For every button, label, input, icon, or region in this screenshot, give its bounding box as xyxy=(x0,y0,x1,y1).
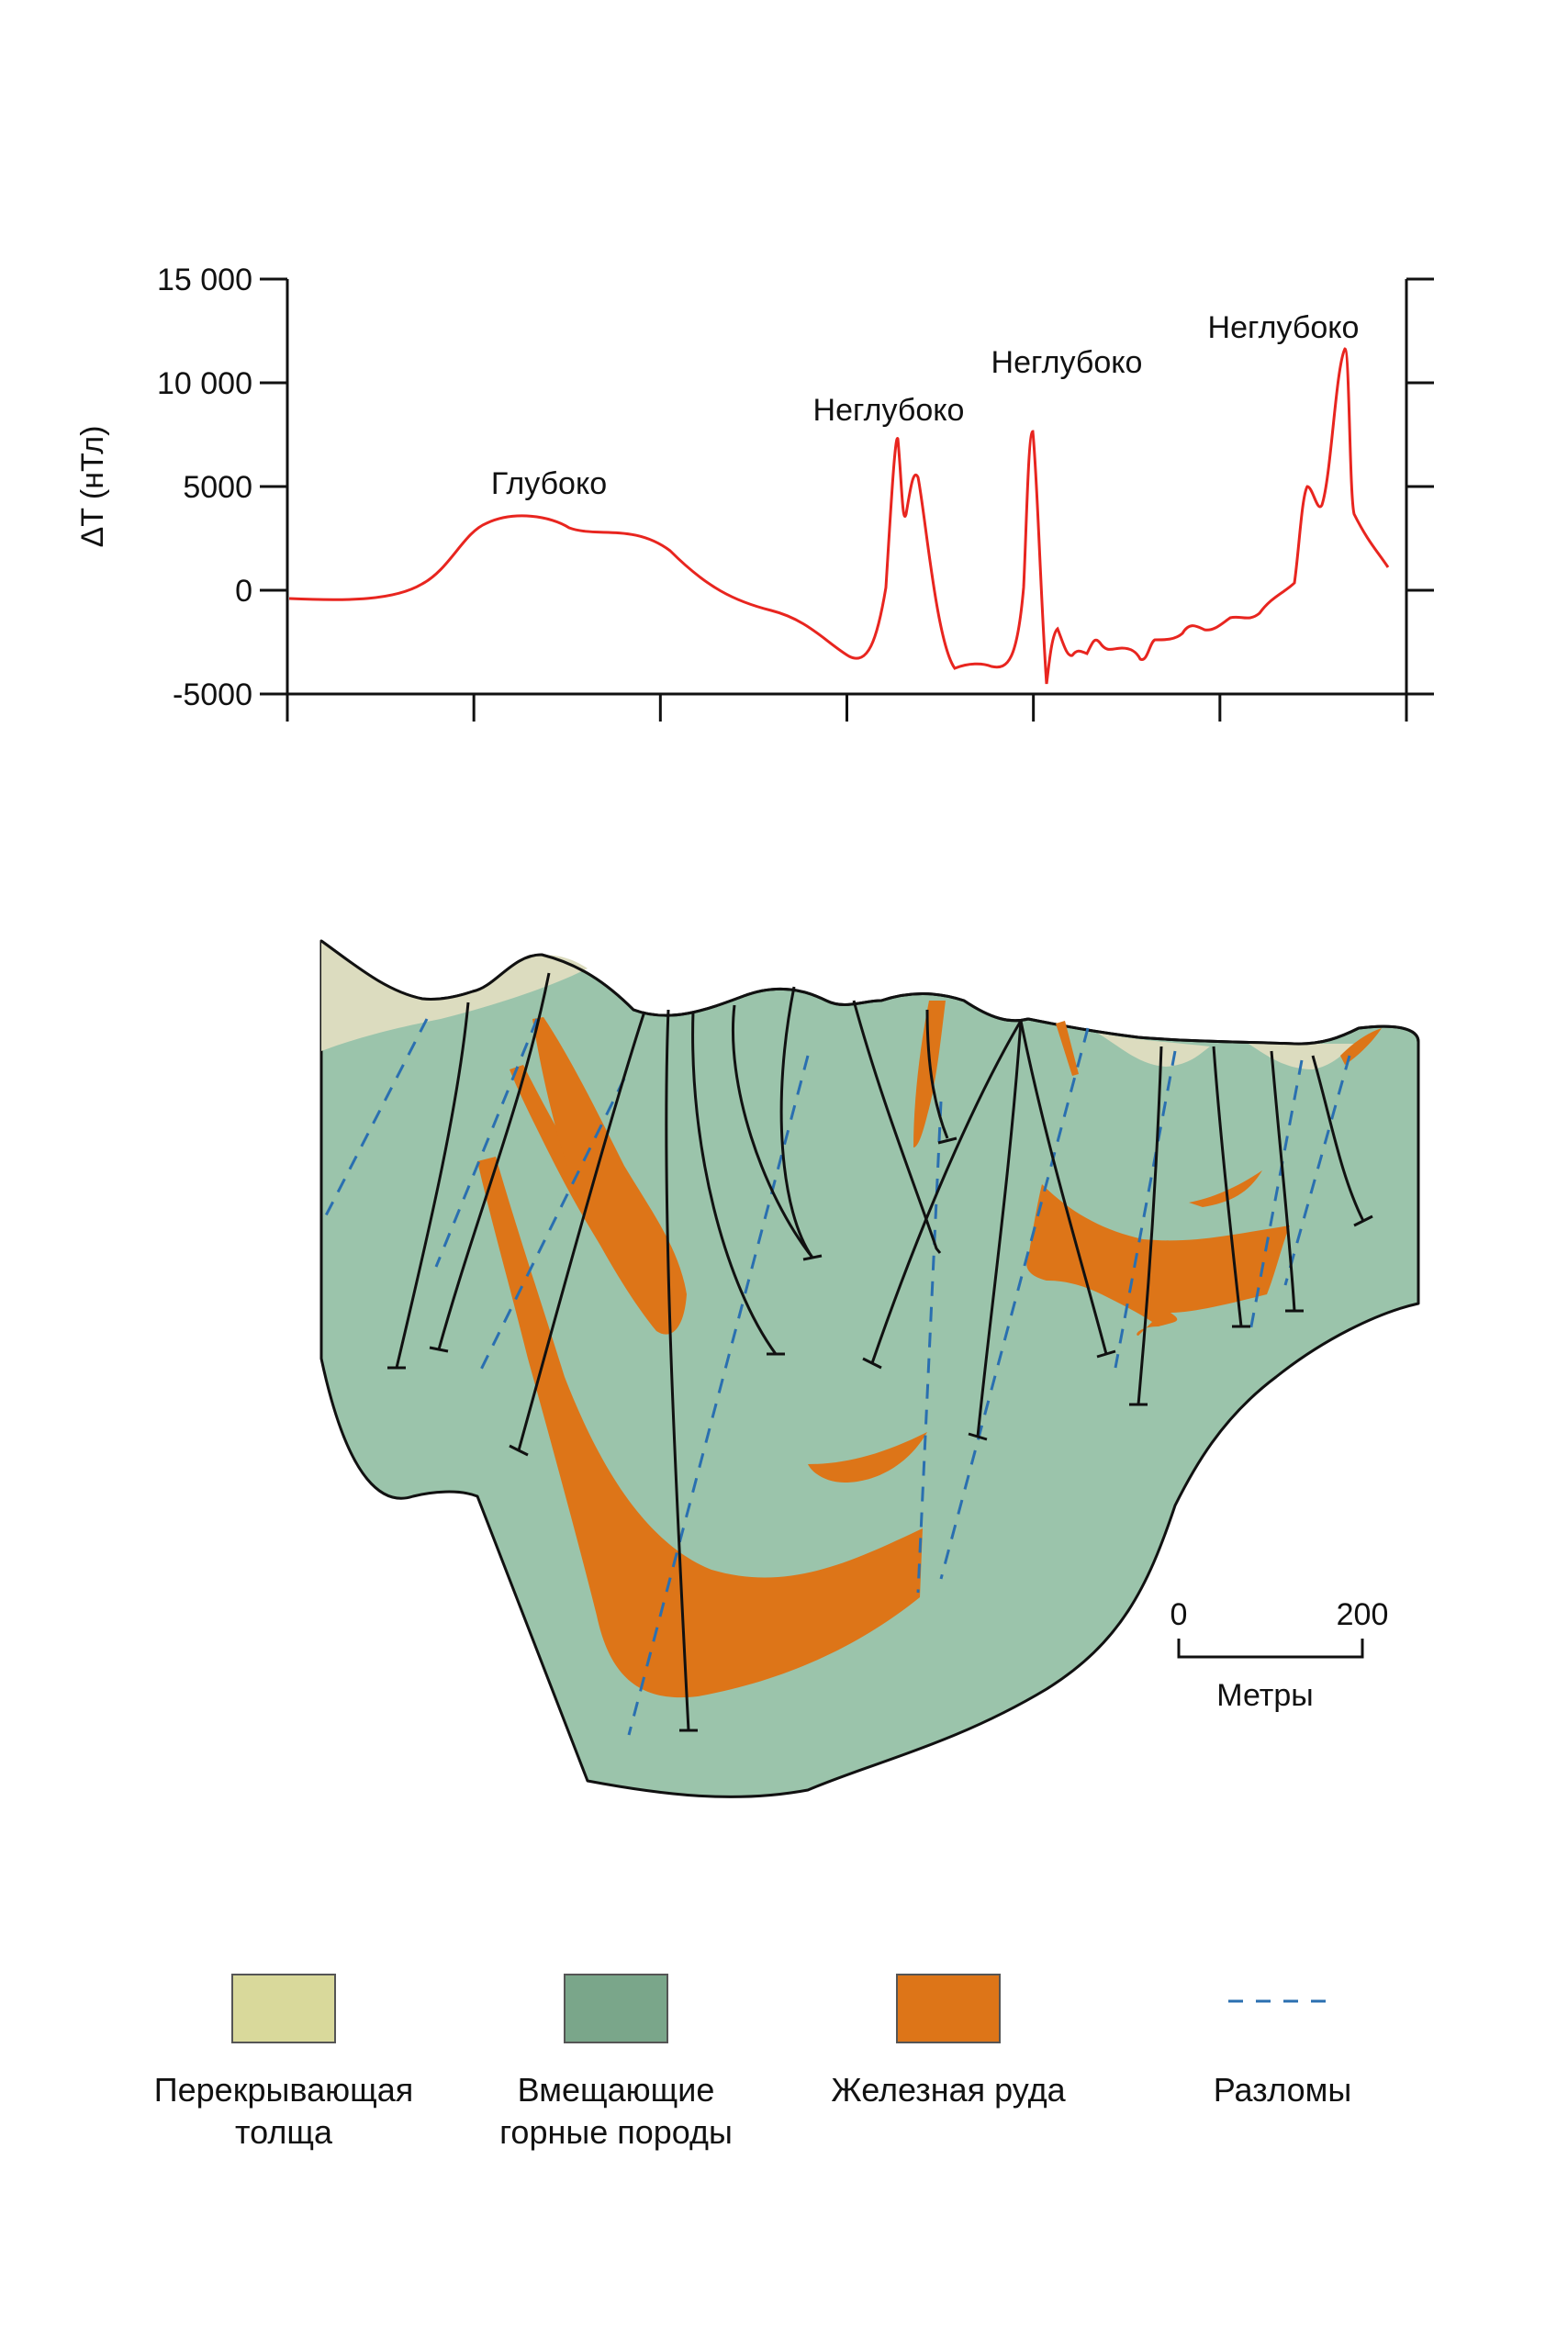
overburden-right-2 xyxy=(1249,1044,1354,1069)
legend-label-faults-line1: Разломы xyxy=(1213,2071,1352,2109)
annotation-shallow-3: Неглубоко xyxy=(1208,310,1360,345)
legend-swatch-host-rock xyxy=(564,1974,668,2043)
legend-label-iron-ore-line1: Железная руда xyxy=(831,2071,1066,2109)
scale-end-label: 200 xyxy=(1337,1597,1389,1632)
scale-line xyxy=(1177,1639,1364,1659)
ore-body-main xyxy=(477,1157,923,1698)
anomaly-curve xyxy=(288,347,1390,685)
ore-body-right-thin-2 xyxy=(1340,1028,1382,1065)
y-tick-label: 15 000 xyxy=(157,263,252,297)
scale-start-label: 0 xyxy=(1170,1597,1188,1632)
ore-body-steep-vein xyxy=(913,1001,946,1147)
ore-body-lens-small xyxy=(808,1432,927,1483)
y-tick-label: 10 000 xyxy=(157,366,252,401)
drill-holes xyxy=(387,972,1373,1732)
legend-label-host-rock-line2: горные породы xyxy=(499,2113,733,2151)
annotation-shallow-1: Неглубоко xyxy=(813,393,965,428)
ore-body-right-cluster xyxy=(1026,1184,1290,1336)
ore-body-right-top xyxy=(1189,1170,1262,1207)
y-tick-label: 0 xyxy=(235,574,252,609)
legend-label-overburden-line2: толща xyxy=(235,2113,332,2151)
y-ticks: 15 000 10 000 5000 0 -5000 xyxy=(157,263,1434,712)
overburden-left xyxy=(321,941,588,1051)
scale-bar: 0 200 Метры xyxy=(1170,1597,1389,1713)
legend-swatch-overburden xyxy=(231,1974,336,2043)
overburden-right-1 xyxy=(1097,1033,1210,1067)
legend-label-overburden-line1: Перекрывающая xyxy=(153,2071,414,2109)
annotation-deep: Глубоко xyxy=(491,466,607,501)
legend-swatch-faults xyxy=(1228,1999,1335,2003)
ore-body-right-thin-1 xyxy=(1056,1021,1079,1076)
annotation-shallow-2: Неглубоко xyxy=(991,345,1143,380)
scale-unit-label: Метры xyxy=(1216,1678,1313,1713)
legend-label-host-rock: Вмещающие горные породы xyxy=(465,2069,767,2154)
y-axis-label: ΔT (нТл) xyxy=(75,426,110,548)
host-rock-body xyxy=(319,939,1420,1798)
y-tick-label: 5000 xyxy=(183,470,252,505)
faults xyxy=(321,1018,1351,1736)
legend-label-faults: Разломы xyxy=(1131,2069,1434,2111)
legend-label-host-rock-line1: Вмещающие xyxy=(517,2071,715,2109)
iron-ore-bodies xyxy=(477,1001,1382,1698)
legend-swatch-iron-ore xyxy=(896,1974,1001,2043)
geological-cross-section xyxy=(319,939,1420,1798)
x-ticks xyxy=(286,694,1408,722)
y-tick-label: -5000 xyxy=(173,677,252,712)
legend-label-iron-ore: Железная руда xyxy=(797,2069,1100,2111)
legend-label-overburden: Перекрывающая толща xyxy=(132,2069,435,2154)
ore-body-upper-2 xyxy=(532,1017,687,1335)
